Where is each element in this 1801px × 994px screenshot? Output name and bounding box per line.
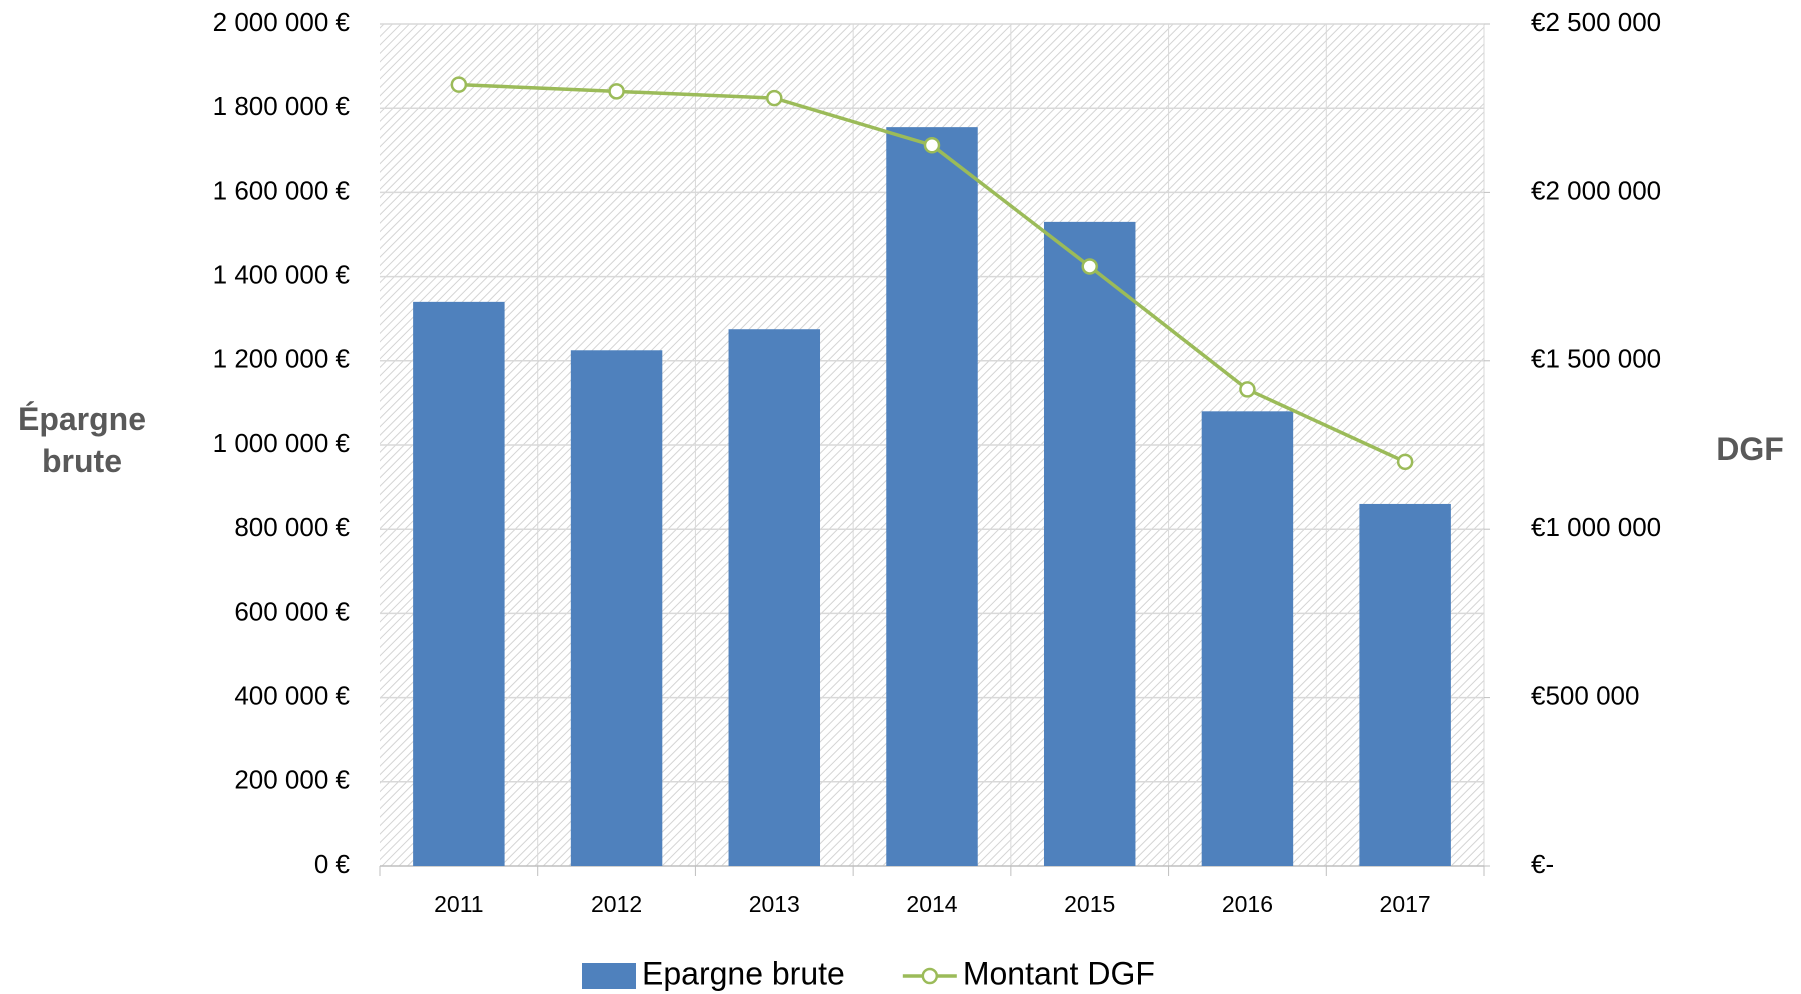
legend-label: Montant DGF <box>963 955 1155 991</box>
y2-tick-label: €1 500 000 <box>1531 344 1661 374</box>
y2-axis-title: DGF <box>1716 431 1784 467</box>
legend-label: Epargne brute <box>642 955 845 991</box>
y-tick-label: 2 000 000 € <box>213 7 351 37</box>
line-marker <box>1396 453 1414 471</box>
x-tick-label: 2017 <box>1380 891 1431 917</box>
y-tick-label: 400 000 € <box>234 680 350 710</box>
bar <box>1359 503 1451 866</box>
x-tick-label: 2014 <box>906 891 957 917</box>
bar <box>886 127 978 866</box>
x-tick-label: 2013 <box>749 891 800 917</box>
line-marker <box>608 83 625 100</box>
bar <box>413 301 505 866</box>
line-marker <box>450 76 468 93</box>
legend-swatch <box>582 963 636 989</box>
y-tick-label: 800 000 € <box>234 512 350 542</box>
bar <box>1201 411 1294 866</box>
y-tick-label: 1 200 000 € <box>213 344 351 374</box>
y-tick-label: 1 800 000 € <box>213 91 351 121</box>
line-marker <box>1239 381 1256 398</box>
y2-tick-label: €2 500 000 <box>1531 7 1661 37</box>
bar <box>728 329 821 867</box>
x-tick-label: 2012 <box>591 891 642 917</box>
y2-tick-label: €500 000 <box>1531 680 1639 710</box>
y2-tick-label: €1 000 000 <box>1531 512 1661 542</box>
y-tick-label: 200 000 € <box>234 765 350 795</box>
y-tick-label: 1 600 000 € <box>213 175 351 205</box>
line-marker <box>1081 258 1098 275</box>
y-axis-title: Épargne brute <box>17 401 147 479</box>
legend-marker <box>921 967 939 985</box>
line-marker <box>766 89 783 107</box>
x-tick-label: 2015 <box>1064 891 1115 917</box>
y2-tick-label: €- <box>1531 849 1554 879</box>
y-tick-label: 1 000 000 € <box>213 428 351 458</box>
x-tick-label: 2011 <box>434 891 483 917</box>
y2-tick-label: €2 000 000 <box>1531 175 1661 205</box>
bar <box>1043 221 1136 866</box>
x-tick-label: 2016 <box>1222 891 1273 917</box>
y-tick-label: 1 400 000 € <box>213 259 351 289</box>
y-tick-label: 0 € <box>314 849 351 879</box>
bar <box>570 350 663 866</box>
line-marker <box>923 136 941 154</box>
y-tick-label: 600 000 € <box>234 596 350 626</box>
